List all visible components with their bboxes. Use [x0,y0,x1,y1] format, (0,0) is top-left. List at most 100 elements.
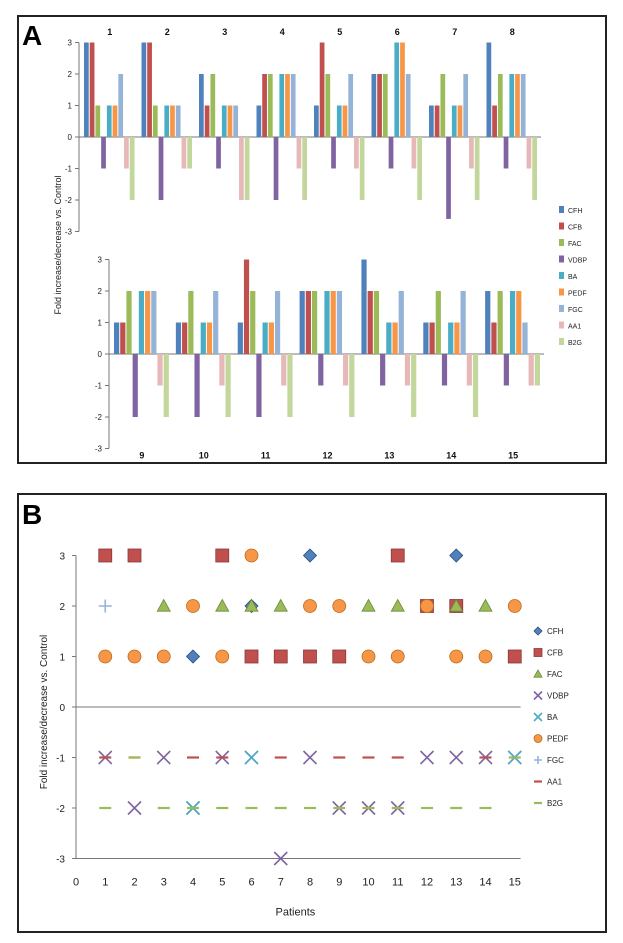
bar [219,354,225,386]
bar [199,74,204,137]
y-tick-label: 1 [68,102,73,111]
bar [342,105,348,137]
bar [515,74,520,137]
bar [324,291,330,354]
legend-marker [533,734,543,743]
y-axis-label: Fold increase/decrease vs. Control [39,635,50,790]
bar [394,42,400,137]
bar [503,354,509,386]
legend-label: FAC [547,670,563,679]
bar [359,137,365,200]
y-tick-label: -1 [65,165,73,174]
x-axis-label: Patients [276,907,316,919]
data-point-pedf [449,649,464,664]
bar [250,291,256,354]
y-tick-label: -3 [65,228,73,237]
bar [526,137,532,169]
x-tick-label: 15 [509,877,521,889]
bar [532,137,537,200]
panel-a: 3 2 1 0 -1 -2 -3 1 2 3 4 5 6 7 8 3 2 1 0 -1 -2 -3 9 10 11 12 13 14 1… [17,15,607,464]
bar [325,74,331,137]
bar [460,291,466,354]
bar [274,291,281,354]
legend-swatch [559,239,564,246]
legend-label: FGC [547,756,564,765]
patient-label: 8 [510,27,515,37]
bar [388,137,394,169]
x-tick-label: 3 [161,877,167,889]
bar [237,322,243,354]
y-tick-label: 3 [59,552,65,563]
bar [256,354,262,417]
bar [423,322,429,354]
bar [405,74,411,137]
data-point-ba [244,750,259,765]
bar [417,137,422,200]
bar [213,291,219,354]
bar [534,354,540,386]
bar [194,354,200,417]
bar [336,291,343,354]
data-point-pedf [390,649,405,664]
bar [486,42,492,137]
legend-marker [534,756,542,764]
x-tick-label: 7 [278,877,284,889]
legend-label: CFH [547,627,564,636]
bar [138,291,145,354]
bar [101,137,106,169]
data-point-vdbp [127,800,142,816]
bar [221,105,227,137]
data-point-fac [156,598,171,612]
panel-b-letter: B [22,499,43,530]
data-point-fac [390,598,405,612]
legend-swatch [559,206,564,213]
data-point-vdbp [156,750,171,765]
patient-label: 1 [107,27,112,37]
bar [285,74,290,137]
bar [441,354,448,386]
bar [158,137,164,200]
data-point-fac [244,598,259,612]
bar [451,105,457,137]
legend-swatch [559,321,564,329]
data-point-fac [273,598,288,612]
bar [348,74,354,137]
bar [163,354,169,417]
patient-label: 7 [452,27,457,37]
bar [164,105,170,137]
data-point-fgc [98,599,112,613]
y-tick-label: 1 [59,653,65,664]
y-tick-label: -2 [56,804,65,815]
bar [118,74,124,137]
legend-label: CFB [547,649,563,658]
x-tick-label: 6 [248,877,254,889]
legend-label: CFB [568,225,582,232]
bar [392,322,398,354]
bar [152,105,158,137]
x-tick-label: 9 [336,877,342,889]
data-point-pedf [332,599,347,613]
bar [411,354,417,417]
bar [377,74,382,137]
bar [112,105,118,137]
bar [206,322,213,354]
data-point-cfb [244,649,259,664]
bar [429,322,435,354]
bar [435,291,441,354]
data-point-pedf [127,649,142,664]
legend-label: PEDF [547,735,568,744]
x-tick-label: 10 [362,877,374,889]
data-point-pedf [478,649,493,664]
y-tick-label: 0 [68,133,73,142]
bar [469,137,474,169]
legend-swatch [559,338,564,345]
patient-label: 11 [261,451,271,461]
bar [454,322,460,354]
data-point-pedf [420,599,434,613]
bar [373,291,380,354]
patient-label: 4 [280,27,285,37]
y-tick-label: -1 [56,754,65,765]
bar [181,137,187,169]
data-point-cfb [390,548,405,563]
